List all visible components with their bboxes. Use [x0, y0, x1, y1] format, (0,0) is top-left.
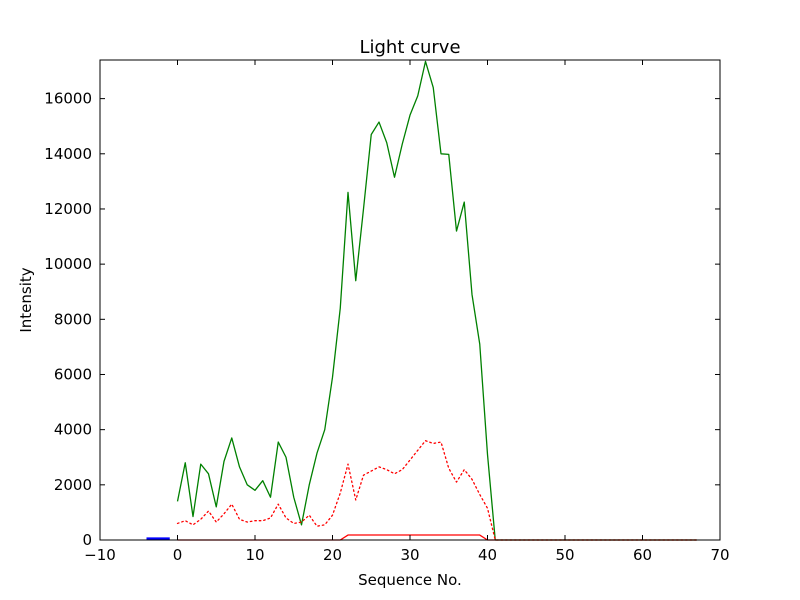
y-axis-label: Intensity [17, 267, 35, 332]
y-tick-label: 14000 [44, 145, 92, 163]
tick-layer: −10 0 10 20 30 40 50 60 700200040006000800010000… [44, 60, 730, 564]
x-tick-label: 70 [710, 546, 729, 564]
y-tick-label: 6000 [54, 365, 92, 383]
y-tick-label: 4000 [54, 421, 92, 439]
y-tick-label: 8000 [54, 310, 92, 328]
x-tick-label: 50 [555, 546, 574, 564]
x-tick-label: 10 [245, 546, 264, 564]
x-tick-label: −10 [84, 546, 116, 564]
x-tick-label: 0 [173, 546, 183, 564]
x-axis-label: Sequence No. [358, 571, 462, 589]
y-tick-label: 10000 [44, 255, 92, 273]
plot-area-frame [99, 59, 721, 541]
y-tick-label: 12000 [44, 200, 92, 218]
y-tick-label: 0 [82, 531, 92, 549]
y-tick-label: 16000 [44, 90, 92, 108]
x-tick-label: 30 [400, 546, 419, 564]
y-tick-label: 2000 [54, 476, 92, 494]
x-tick-label: 60 [633, 546, 652, 564]
x-tick-label: 40 [478, 546, 497, 564]
chart-title: Light curve [359, 37, 460, 58]
x-tick-label: 20 [323, 546, 342, 564]
